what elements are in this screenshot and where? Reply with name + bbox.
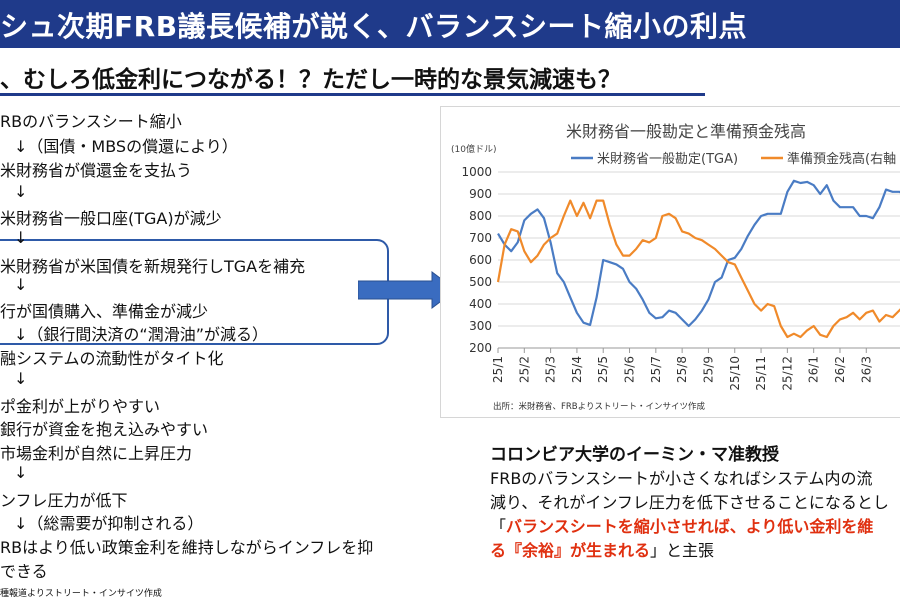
flow-step: 米財務省が米国債を新規発行しTGAを補充: [0, 257, 306, 276]
quote-highlight: る『余裕』が生まれる: [490, 541, 651, 560]
quote-open-bracket: 「: [490, 517, 507, 536]
flow-arrow: ↓（総需要が抑制される）: [14, 514, 204, 533]
x-tick-label: 25/5: [596, 356, 610, 383]
quote-highlight: バランスシートを縮小させれば、より低い金利を維: [506, 517, 874, 536]
y-tick-label: 200: [469, 341, 492, 355]
flow-arrow: ↓: [14, 463, 28, 482]
quote-line: る『余裕』が生まれる」と主張: [490, 539, 900, 563]
x-tick-label: 26/1: [807, 356, 821, 383]
flow-step: 行が国債購入、準備金が減少: [0, 302, 209, 321]
y-tick-label: 700: [469, 231, 492, 245]
quote-close: 」と主張: [650, 541, 715, 560]
series-line-reserves: [496, 199, 900, 339]
x-tick-label: 25/9: [701, 356, 715, 383]
x-tick-label: 26/2: [833, 356, 847, 383]
flow-arrow: ↓（銀行間決済の“潤滑油”が減る）: [14, 325, 268, 344]
x-tick-label: 25/11: [754, 356, 768, 391]
y-tick-label: 1000: [461, 165, 492, 179]
x-tick-label: 25/6: [623, 356, 637, 383]
x-tick-label: 25/7: [649, 356, 663, 383]
legend-label-reserves: 準備預金残高(右軸: [787, 151, 896, 167]
flow-arrow: ↓: [14, 275, 28, 294]
x-tick-label: 25/4: [570, 356, 584, 383]
x-tick-label: 25/10: [728, 356, 742, 391]
flow-step: できる: [0, 562, 48, 581]
x-tick-label: 25/2: [517, 356, 531, 383]
chart-panel: 米財務省一般勘定と準備預金残高 (10億ドル) 米財務省一般勘定(TGA) 準備…: [440, 106, 900, 418]
flow-step: 融システムの流動性がタイト化: [0, 349, 224, 368]
quote-line: 減り、それがインフレ圧力を低下させることになるとし: [490, 493, 889, 512]
professor-name: コロンビア大学のイーミン・マ准教授: [490, 445, 779, 465]
y-tick-label: 400: [469, 297, 492, 311]
flow-arrow: ↓: [14, 182, 28, 201]
slide-title: シュ次期FRB議長候補が説く、バランスシート縮小の利点: [0, 10, 747, 43]
title-bar: シュ次期FRB議長候補が説く、バランスシート縮小の利点: [0, 0, 900, 48]
chart-source-note: 出所：米財務省、FRBよりストリート・インサイツ作成: [493, 401, 705, 412]
flow-step: RBのバランスシート縮小: [0, 112, 182, 131]
y-tick-label: 900: [469, 187, 492, 201]
series-line-tga: [497, 179, 900, 328]
flow-step: ンフレ圧力が低下: [0, 491, 128, 510]
flow-source-note: 種報道よりストリート・インサイツ作成: [0, 589, 162, 599]
flow-arrow: ↓（国債・MBSの償還により）: [14, 137, 238, 156]
x-tick-label: 26/3: [859, 356, 873, 383]
y-tick-label: 300: [469, 319, 492, 333]
flow-chain: RBのバランスシート縮小 ↓（国債・MBSの償還により） 米財務省が償還金を支払…: [0, 0, 420, 600]
y-unit-label: (10億ドル): [451, 143, 496, 155]
x-tick-label: 25/8: [675, 356, 689, 383]
x-tick-label: 25/3: [544, 356, 558, 383]
chart-title: 米財務省一般勘定と準備預金残高: [566, 122, 806, 141]
y-tick-label: 500: [469, 275, 492, 289]
flow-arrow: ↓: [14, 228, 28, 247]
flow-arrow: ↓: [14, 369, 28, 388]
flow-step: 米財務省一般口座(TGA)が減少: [0, 209, 222, 228]
x-tick-label: 25/12: [780, 356, 794, 391]
quote-line: 「バランスシートを縮小させれば、より低い金利を維: [490, 515, 900, 539]
slide-subtitle: 、むしろ低金利につながる！？ただし一時的な景気減速も？: [0, 67, 621, 93]
line-chart: 米財務省一般勘定と準備預金残高 (10億ドル) 米財務省一般勘定(TGA) 準備…: [451, 122, 900, 412]
flow-step: 米財務省が償還金を支払う: [0, 161, 193, 180]
flow-step: RBはより低い政策金利を維持しながらインフレを抑: [0, 538, 374, 557]
y-tick-label: 600: [469, 253, 492, 267]
x-tick-label: 25/1: [491, 356, 505, 383]
subtitle-underline: [0, 93, 705, 96]
quote-line: FRBのバランスシートが小さくなればシステム内の流: [490, 469, 873, 488]
flow-step: 銀行が資金を抱え込みやすい: [0, 420, 209, 439]
flow-step: ポ金利が上がりやすい: [0, 397, 161, 416]
y-tick-label: 800: [469, 209, 492, 223]
professor-quote: コロンビア大学のイーミン・マ准教授 FRBのバランスシートが小さくなればシステム…: [490, 440, 900, 563]
legend-label-tga: 米財務省一般勘定(TGA): [597, 151, 738, 167]
flow-step: 市場金利が自然に上昇圧力: [0, 444, 193, 463]
